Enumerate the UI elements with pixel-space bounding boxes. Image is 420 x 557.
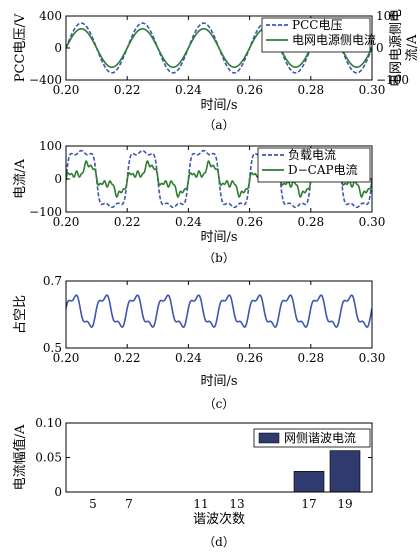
x-tick-label: 0.20 bbox=[53, 215, 80, 229]
y-tick-label: 400 bbox=[39, 9, 62, 23]
x-tick-label: 13 bbox=[229, 497, 244, 511]
legend-label: PCC电压 bbox=[292, 18, 342, 32]
bar-h17 bbox=[293, 470, 325, 493]
y-tick-label: 0 bbox=[54, 41, 62, 55]
x-axis-label: 时间/s bbox=[200, 374, 237, 389]
y-tick-label: 0.5 bbox=[43, 341, 62, 355]
panel-caption: （a） bbox=[203, 118, 234, 132]
y-tick-label: 0 bbox=[54, 485, 62, 499]
x-tick-label: 19 bbox=[337, 497, 352, 511]
x-tick-label: 0.28 bbox=[297, 83, 324, 97]
legend-swatch bbox=[258, 432, 280, 444]
chart-b: 0.20 0.22 0.24 0.26 0.28 0.30 −100 0 100 电流/A 时间/s… bbox=[13, 139, 385, 265]
panel-caption: （d） bbox=[203, 535, 235, 549]
plot-frame bbox=[65, 280, 373, 349]
panel-caption: （b） bbox=[203, 251, 235, 265]
legend-label: 负载电流 bbox=[288, 148, 336, 162]
y-tick-label: 100 bbox=[39, 139, 62, 153]
x-tick-label: 0.30 bbox=[359, 215, 386, 229]
x-tick-label: 11 bbox=[193, 497, 208, 511]
chart-d: 5 7 11 13 17 19 0 0.05 0.10 电流幅值/A 谐波次数 （d） 网侧谐波电流 bbox=[12, 416, 373, 549]
x-tick-label: 0.30 bbox=[359, 351, 386, 365]
x-tick-label: 7 bbox=[125, 497, 133, 511]
y-tick-label-right: 0 bbox=[376, 41, 384, 55]
legend-label: 网侧谐波电流 bbox=[284, 431, 356, 445]
x-tick-label: 0.28 bbox=[297, 215, 324, 229]
x-tick-label: 0.26 bbox=[236, 215, 263, 229]
y-axis-label: 电流幅值/A bbox=[12, 424, 28, 490]
legend-label: 电网电源侧电流 bbox=[292, 33, 376, 47]
y-axis-label-right: 电网电源侧电流/A bbox=[389, 9, 420, 87]
bar-h19 bbox=[329, 450, 361, 493]
y-tick-label: −100 bbox=[29, 205, 62, 219]
y-tick-label: −400 bbox=[29, 73, 62, 87]
x-tick-label: 0.22 bbox=[114, 83, 141, 97]
x-tick-label: 0.22 bbox=[114, 351, 141, 365]
x-tick-label: 5 bbox=[89, 497, 97, 511]
x-axis-label: 谐波次数 bbox=[193, 511, 245, 527]
y-axis-label: PCC电压/V bbox=[13, 13, 28, 82]
x-tick-label: 0.28 bbox=[297, 351, 324, 365]
x-tick-label: 0.26 bbox=[236, 83, 263, 97]
chart-a: 0.20 0.22 0.24 0.26 0.28 0.30 −400 0 400 −100 0 100… bbox=[13, 9, 420, 132]
series-line-c-0 bbox=[66, 294, 372, 328]
legend: 网侧谐波电流 bbox=[253, 428, 371, 448]
y-axis-label: 占空比 bbox=[13, 295, 28, 334]
x-tick-label: 0.24 bbox=[175, 215, 202, 229]
y-tick-label: 0.7 bbox=[43, 274, 62, 288]
x-tick-label: 0.24 bbox=[175, 83, 202, 97]
x-tick-label: 0.20 bbox=[53, 351, 80, 365]
x-axis-label: 时间/s bbox=[200, 98, 237, 113]
x-tick-label: 0.20 bbox=[53, 83, 80, 97]
panel-caption: （c） bbox=[204, 397, 235, 411]
y-axis-label: 电流/A bbox=[13, 159, 28, 199]
y-tick-label-right: −100 bbox=[376, 73, 409, 87]
y-tick-label: 0.05 bbox=[35, 451, 62, 465]
x-tick-label: 0.24 bbox=[175, 351, 202, 365]
y-tick-label-right: 100 bbox=[376, 9, 399, 23]
x-tick-label: 0.22 bbox=[114, 215, 141, 229]
x-axis-label: 时间/s bbox=[200, 230, 237, 245]
y-tick-label: 0 bbox=[54, 172, 62, 186]
y-tick-label: 0.10 bbox=[35, 416, 62, 430]
x-tick-label: 0.26 bbox=[236, 351, 263, 365]
legend-label: D−CAP电流 bbox=[288, 163, 358, 177]
x-tick-label: 0.30 bbox=[359, 83, 386, 97]
x-tick-label: 17 bbox=[301, 497, 316, 511]
